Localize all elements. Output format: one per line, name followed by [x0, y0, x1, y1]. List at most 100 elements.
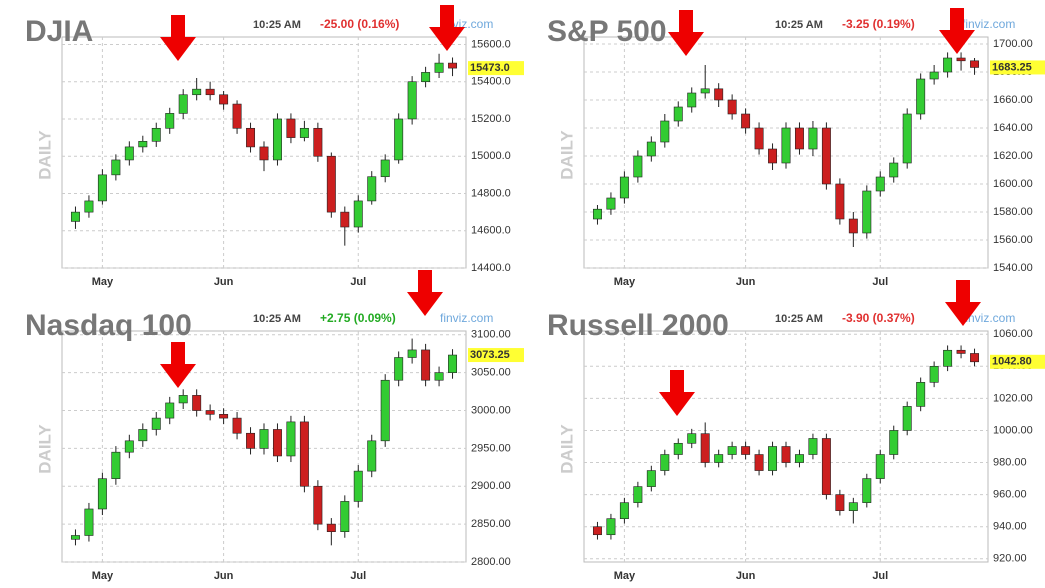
x-tick-label: Jun — [736, 276, 756, 288]
candle-body — [956, 57, 966, 62]
candle-body — [138, 429, 148, 442]
candle-body — [286, 421, 296, 457]
candle-body — [673, 442, 683, 455]
y-tick-label: 2850.00 — [471, 518, 511, 530]
candle-body — [165, 402, 175, 419]
watermark: finviz.com — [440, 311, 493, 325]
candle-body — [421, 72, 431, 83]
candle-body — [970, 353, 980, 363]
last-price-box — [468, 61, 524, 76]
candle-body — [299, 421, 309, 487]
last-price-label: 1683.25 — [992, 61, 1032, 73]
candle-body — [619, 176, 629, 199]
candle-body — [448, 354, 458, 373]
candle-body — [848, 502, 858, 511]
y-tick-label: 2950.00 — [471, 442, 511, 454]
candle-body — [124, 440, 134, 453]
candle-body — [875, 454, 885, 479]
y-tick-label: 15400.0 — [471, 76, 511, 88]
y-tick-label: 920.00 — [993, 553, 1027, 565]
candle-body — [178, 395, 188, 404]
x-tick-label: May — [614, 570, 636, 582]
side-label: DAILY — [35, 424, 54, 474]
x-tick-label: May — [614, 276, 636, 288]
candle-body — [835, 183, 845, 220]
candle-body — [727, 446, 737, 455]
y-tick-label: 1660.00 — [993, 94, 1033, 106]
candle-body — [700, 88, 710, 94]
candle-body — [781, 446, 791, 463]
candle-body — [340, 211, 350, 228]
candle-body — [794, 454, 804, 463]
candle-body — [889, 430, 899, 455]
candle-body — [407, 81, 417, 120]
y-tick-label: 1540.00 — [993, 262, 1033, 274]
candle-body — [660, 454, 670, 471]
candle-body — [272, 118, 282, 161]
candle-body — [232, 417, 242, 434]
candle-body — [916, 78, 926, 115]
chart-title: S&P 500 — [547, 15, 667, 48]
candle-body — [794, 127, 804, 150]
candle-body — [781, 127, 791, 164]
candle-body — [875, 176, 885, 192]
y-tick-label: 1640.00 — [993, 122, 1033, 134]
candle-body — [835, 494, 845, 511]
chart-title: Nasdaq 100 — [25, 309, 192, 342]
change-label: -25.00 (0.16%) — [320, 17, 399, 31]
candle-body — [246, 432, 256, 449]
candle-body — [434, 62, 444, 73]
candle-body — [299, 127, 309, 138]
candle-body — [660, 120, 670, 143]
change-label: -3.90 (0.37%) — [842, 311, 915, 325]
candle-body — [353, 470, 363, 502]
y-tick-label: 960.00 — [993, 489, 1027, 501]
y-tick-label: 1020.00 — [993, 392, 1033, 404]
candle-body — [673, 106, 683, 122]
chart-panel: 1540.00 1560.00 1580.00 1600.00 1620.00 1640.… — [547, 15, 1045, 288]
candle-body — [754, 454, 764, 471]
candle-body — [205, 88, 215, 96]
candle-body — [862, 190, 872, 234]
candle-body — [394, 357, 404, 381]
candle-body — [219, 94, 229, 105]
time-label: 10:25 AM — [775, 313, 823, 325]
chart-title: Russell 2000 — [547, 309, 729, 342]
candle-body — [808, 438, 818, 455]
y-tick-label: 14800.0 — [471, 187, 511, 199]
candle-body — [407, 349, 417, 358]
y-tick-label: 14600.0 — [471, 225, 511, 237]
chart-title: DJIA — [25, 15, 93, 48]
candle-body — [367, 176, 377, 202]
x-tick-label: May — [92, 570, 114, 582]
candle-body — [821, 127, 831, 185]
candle-body — [380, 159, 390, 178]
candle-body — [232, 103, 242, 129]
candle-body — [138, 141, 148, 148]
candle-body — [259, 429, 269, 449]
candle-body — [326, 155, 336, 213]
last-price-box — [990, 354, 1045, 369]
x-tick-label: Jun — [214, 276, 234, 288]
watermark: finviz.com — [962, 17, 1015, 31]
last-price-label: 1042.80 — [992, 356, 1032, 368]
candle-body — [646, 141, 656, 157]
candle-body — [768, 148, 778, 164]
y-tick-label: 1560.00 — [993, 234, 1033, 246]
time-label: 10:25 AM — [253, 313, 301, 325]
candle-body — [606, 197, 616, 210]
candle-body — [970, 60, 980, 68]
candle-body — [246, 127, 256, 148]
candle-body — [848, 218, 858, 234]
candle-body — [124, 146, 134, 161]
change-label: -3.25 (0.19%) — [842, 17, 915, 31]
y-tick-label: 1700.00 — [993, 38, 1033, 50]
y-tick-label: 1580.00 — [993, 206, 1033, 218]
candle-body — [272, 429, 282, 457]
candle-body — [111, 451, 121, 479]
candle-body — [259, 146, 269, 161]
chart-panel: 920.00 940.00 960.00 980.00 1000.00 1020.00 10… — [547, 309, 1045, 582]
y-tick-label: 1060.00 — [993, 328, 1033, 340]
side-label: DAILY — [557, 424, 576, 474]
